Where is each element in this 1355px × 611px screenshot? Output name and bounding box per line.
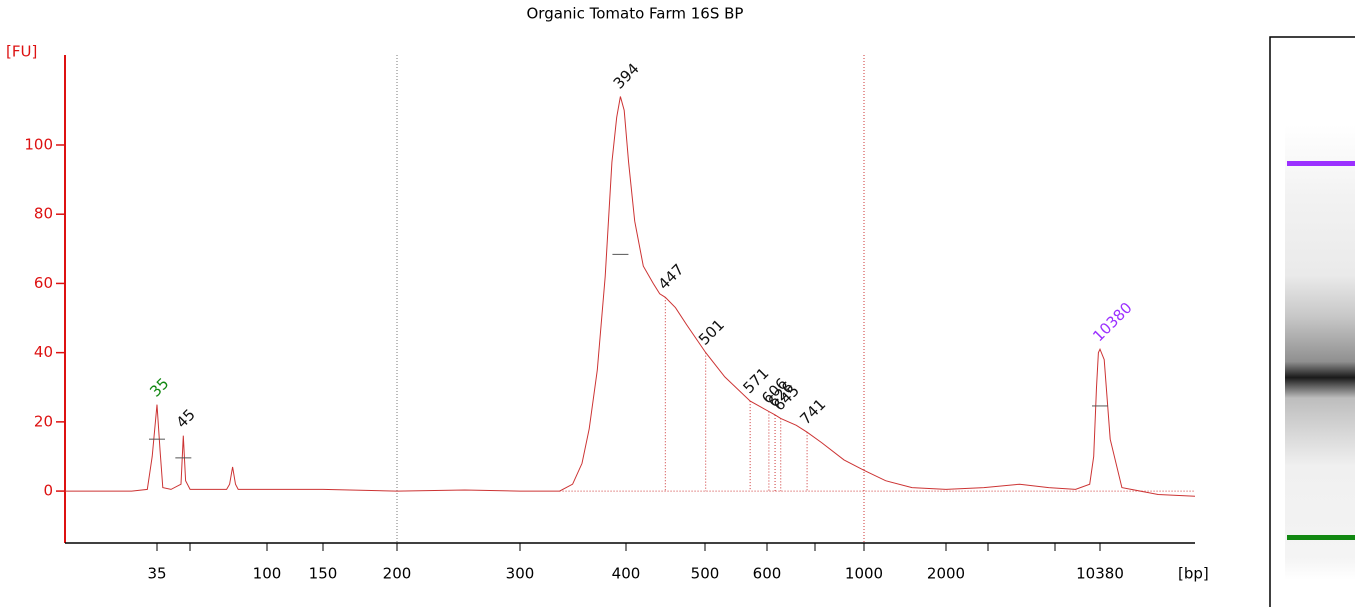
trace: [65, 96, 1196, 497]
y-axis-label: [FU]: [6, 43, 37, 61]
x-tick-label: 400: [612, 565, 641, 583]
lower-marker-band: [1287, 535, 1355, 540]
x-tick-label: 35: [147, 565, 166, 583]
x-tick-label: 100: [253, 565, 282, 583]
peak-label: 447: [655, 260, 688, 293]
x-tick-label: 2000: [927, 565, 965, 583]
x-tick-label: 300: [506, 565, 535, 583]
peak-label: 741: [796, 395, 829, 428]
x-tick-label: 150: [309, 565, 338, 583]
y-tick-label: 20: [34, 412, 53, 430]
x-axis-label: [bp]: [1178, 565, 1209, 583]
lane-band: [1285, 125, 1355, 580]
y-tick-label: 40: [34, 343, 53, 361]
x-tick-label: 600: [753, 565, 782, 583]
peak-label: 35: [146, 374, 172, 400]
x-tick-label: 200: [383, 565, 412, 583]
x-tick-label: 10380: [1076, 565, 1124, 583]
y-tick-label: 80: [34, 205, 53, 223]
peak-label: 394: [610, 60, 643, 93]
peak-label: 10380: [1089, 299, 1135, 345]
chart-title: Organic Tomato Farm 16S BP: [527, 5, 744, 23]
y-tick-label: 0: [43, 482, 53, 500]
y-tick-label: 60: [34, 274, 53, 292]
gel-lane: [1269, 36, 1355, 611]
x-tick-label: 1000: [845, 565, 883, 583]
upper-marker-band: [1287, 161, 1355, 166]
minor-ticks: [189, 543, 1056, 551]
x-tick-label: 500: [691, 565, 720, 583]
peak-label: 45: [173, 405, 199, 431]
y-tick-label: 100: [24, 135, 53, 153]
